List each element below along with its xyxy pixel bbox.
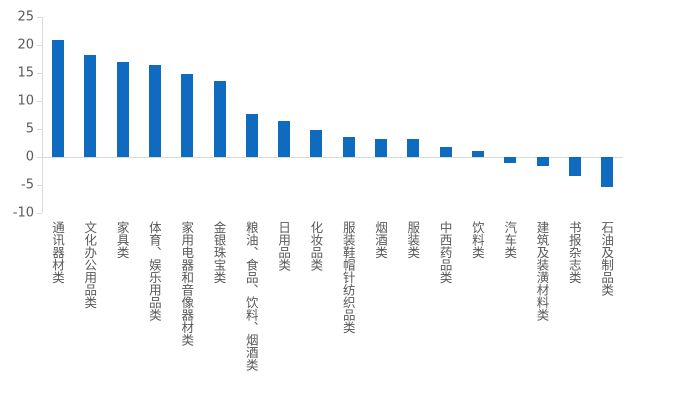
y-tick-mark bbox=[37, 213, 42, 214]
y-tick-label: 25 bbox=[17, 9, 34, 25]
bar bbox=[181, 74, 194, 157]
x-category-label: 日用品类 bbox=[276, 221, 292, 271]
bar bbox=[310, 130, 323, 157]
x-category-label: 通讯器材类 bbox=[50, 221, 65, 284]
x-category-label: 中西药品类 bbox=[437, 221, 453, 284]
bar bbox=[148, 65, 161, 157]
x-category-label: 服装鞋帽针纺织品类 bbox=[340, 221, 356, 334]
x-category-label: 书报杂志类 bbox=[566, 221, 582, 284]
x-category-label: 烟酒类 bbox=[373, 221, 388, 259]
x-category-label: 饮料类 bbox=[469, 221, 485, 259]
y-tick-label: -10 bbox=[12, 205, 34, 221]
bar bbox=[213, 80, 226, 157]
y-tick-mark bbox=[37, 73, 42, 74]
y-tick-mark bbox=[37, 45, 42, 46]
bar bbox=[278, 120, 291, 157]
y-tick-mark bbox=[37, 185, 42, 186]
bar bbox=[342, 136, 355, 157]
y-tick-label: 10 bbox=[17, 93, 34, 109]
bar bbox=[504, 157, 517, 164]
y-tick-mark bbox=[37, 17, 42, 18]
y-tick-label: 0 bbox=[25, 149, 34, 165]
x-category-label: 体育、娱乐用品类 bbox=[146, 221, 162, 321]
bar bbox=[407, 139, 420, 157]
y-axis-line bbox=[42, 17, 43, 213]
bar bbox=[536, 157, 549, 166]
x-category-label: 粮油、食品、饮料、烟酒类 bbox=[243, 221, 259, 371]
x-category-label: 金银珠宝类 bbox=[211, 221, 227, 284]
y-tick-label: 20 bbox=[17, 37, 34, 53]
bar bbox=[601, 157, 614, 188]
bar bbox=[245, 114, 258, 157]
y-tick-label: -5 bbox=[21, 177, 34, 193]
bar bbox=[52, 39, 64, 157]
x-category-label: 文化办公用品类 bbox=[82, 221, 98, 309]
x-category-label: 汽车类 bbox=[502, 221, 518, 259]
x-category-label: 家用电器和音像器材类 bbox=[179, 221, 195, 346]
y-tick-label: 15 bbox=[17, 65, 34, 81]
x-category-label: 化妆品类 bbox=[308, 221, 324, 271]
bar bbox=[375, 138, 387, 157]
bar bbox=[439, 146, 452, 157]
x-category-label: 建筑及装潢材料类 bbox=[534, 221, 550, 321]
bar bbox=[84, 54, 97, 157]
y-tick-mark bbox=[37, 101, 42, 102]
y-tick-mark bbox=[37, 129, 42, 130]
bar bbox=[471, 150, 484, 157]
bar bbox=[116, 62, 129, 157]
x-category-label: 服装类 bbox=[405, 221, 421, 259]
bar bbox=[568, 157, 581, 177]
y-tick-label: 5 bbox=[25, 121, 34, 137]
x-category-label: 石油及制品类 bbox=[599, 221, 615, 296]
zero-baseline bbox=[42, 157, 623, 158]
y-tick-mark bbox=[37, 157, 42, 158]
x-category-label: 家具类 bbox=[114, 221, 130, 259]
